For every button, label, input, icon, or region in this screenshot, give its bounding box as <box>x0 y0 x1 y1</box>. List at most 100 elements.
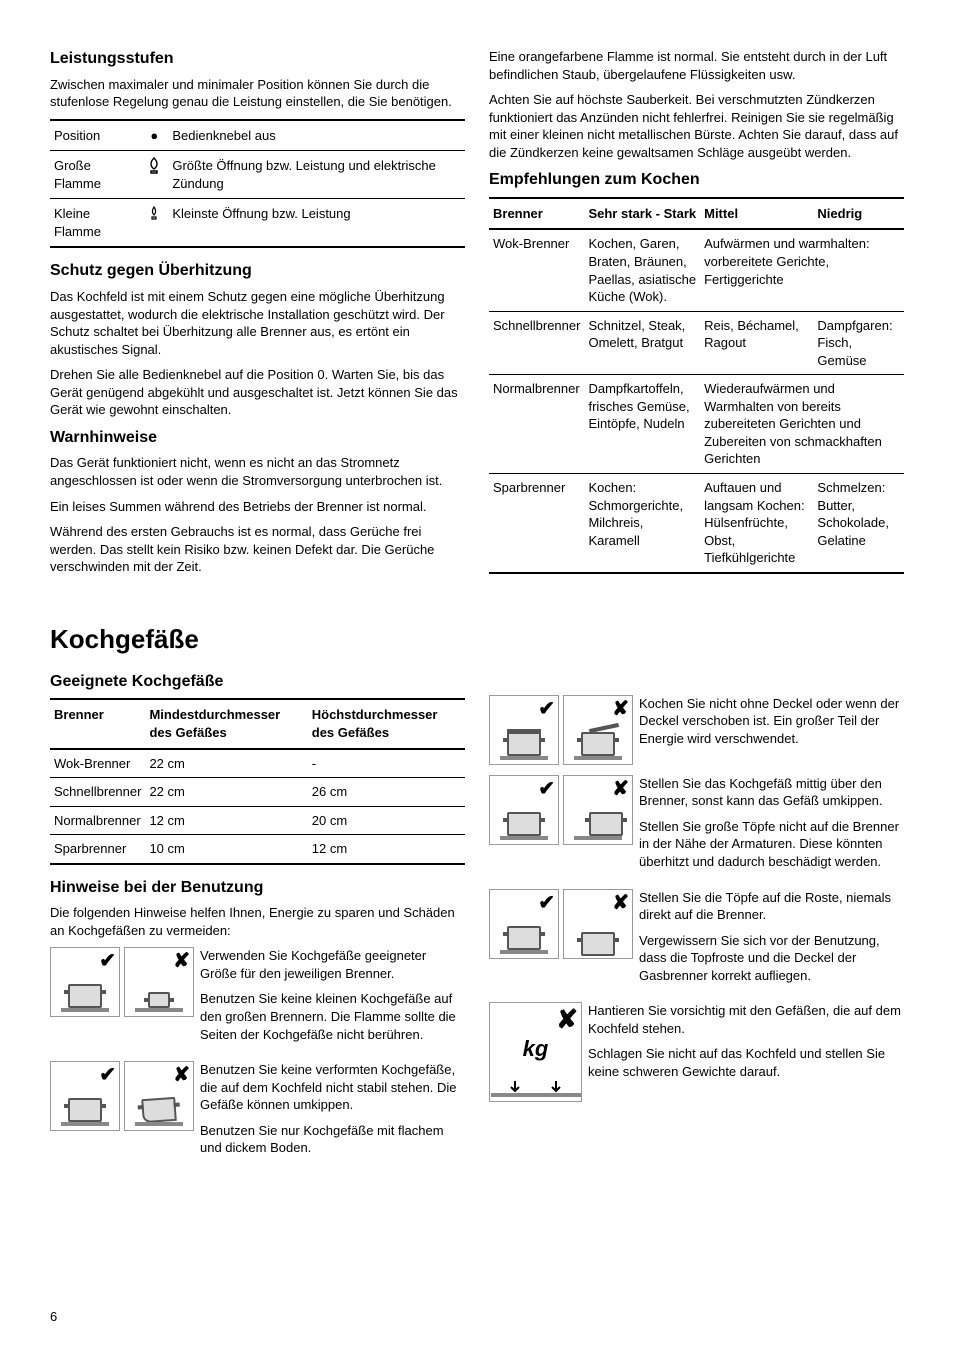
para: Das Gerät funktioniert nicht, wenn es ni… <box>50 454 465 489</box>
table-empfehlungen: Brenner Sehr stark - Stark Mittel Niedri… <box>489 197 904 574</box>
hint-text: Schlagen Sie nicht auf das Kochfeld und … <box>588 1045 904 1080</box>
hint-text: Vergewissern Sie sich vor der Benutzung,… <box>639 932 904 985</box>
kg-icon: kg <box>523 1034 549 1064</box>
table-row: Kleine Flamme Kleinste Öffnung bzw. Leis… <box>50 199 465 248</box>
cell: Wiederaufwärmen und Warmhalten von berei… <box>700 375 904 474</box>
col-header: Höchstdurchmesser des Gefäßes <box>308 699 465 748</box>
para: Während des ersten Gebrauchs ist es norm… <box>50 523 465 576</box>
check-icon: ✔ <box>99 951 116 971</box>
cell: Große Flamme <box>50 151 140 199</box>
cell: Schnitzel, Steak, Omelett, Bratgut <box>584 311 700 375</box>
check-icon: ✔ <box>99 1065 116 1085</box>
flame-big-icon <box>140 151 168 199</box>
cell: Auftauen und langsam Kochen: Hülsenfrüch… <box>700 473 813 572</box>
hint-text: Stellen Sie die Töpfe auf die Roste, nie… <box>639 889 904 924</box>
para: Eine orangefarbene Flamme ist normal. Si… <box>489 48 904 83</box>
top-section: Leistungsstufen Zwischen maximaler und m… <box>50 48 904 586</box>
check-icon: ✔ <box>538 779 555 799</box>
heading-warnhinweise: Warnhinweise <box>50 427 465 449</box>
col-header: Mindestdurchmesser des Gefäßes <box>145 699 307 748</box>
col-header: Sehr stark - Stark <box>584 198 700 230</box>
cell: Schmelzen: Butter, Schokolade, Gelatine <box>813 473 904 572</box>
table-row: Normalbrenner12 cm20 cm <box>50 806 465 835</box>
cross-icon: ✘ <box>612 779 629 799</box>
heading-geeignet: Geeignete Kochgefäße <box>50 671 465 693</box>
cross-icon: ✘ <box>556 1006 578 1032</box>
table-leistungsstufen: Position ● Bedienknebel aus Große Flamme… <box>50 119 465 249</box>
hint-item: kg ✘ Hantieren Sie vorsichtig mit den Ge… <box>489 1002 904 1102</box>
cell: Sparbrenner <box>489 473 584 572</box>
cell: Kleinste Öffnung bzw. Leistung <box>168 199 465 248</box>
hint-text: Verwenden Sie Kochgefäße geeigneter Größ… <box>200 947 465 982</box>
table-row: Wok-Brenner Kochen, Garen, Braten, Bräun… <box>489 229 904 311</box>
cell: Wok-Brenner <box>489 229 584 311</box>
col-header: Niedrig <box>813 198 904 230</box>
hint-image-no: kg ✘ <box>489 1002 582 1102</box>
flame-small-icon <box>140 199 168 248</box>
cell: Größte Öffnung bzw. Leistung und elektri… <box>168 151 465 199</box>
hint-text: Benutzen Sie keine kleinen Kochgefäße au… <box>200 990 465 1043</box>
para: Das Kochfeld ist mit einem Schutz gegen … <box>50 288 465 358</box>
table-row: Wok-Brenner22 cm- <box>50 749 465 778</box>
hint-item: ✔ ✘ Verwenden Sie Kochgefäße geeigneter … <box>50 947 465 1051</box>
hint-image-no: ✘ <box>124 947 194 1017</box>
heading-kochgefaesse: Kochgefäße <box>50 622 904 657</box>
cell: Kleine Flamme <box>50 199 140 248</box>
cross-icon: ✘ <box>173 1065 190 1085</box>
cell: Schnellbrenner <box>489 311 584 375</box>
table-header: Brenner Sehr stark - Stark Mittel Niedri… <box>489 198 904 230</box>
para: Ein leises Summen während des Betriebs d… <box>50 498 465 516</box>
col-header: Brenner <box>50 699 145 748</box>
hint-image-no: ✘ <box>563 889 633 959</box>
hint-item: ✔ ✘ Stellen Sie das Kochgefäß mittig übe… <box>489 775 904 879</box>
hint-text: Stellen Sie das Kochgefäß mittig über de… <box>639 775 904 810</box>
table-row: Schnellbrenner Schnitzel, Steak, Omelett… <box>489 311 904 375</box>
arrow-down-icon <box>508 1081 522 1095</box>
para: Zwischen maximaler und minimaler Positio… <box>50 76 465 111</box>
hint-item: ✔ ✘ Stellen Sie die Töpfe auf die Roste,… <box>489 889 904 993</box>
col-header: Brenner <box>489 198 584 230</box>
para: Achten Sie auf höchste Sauberkeit. Bei v… <box>489 91 904 161</box>
hint-text: Benutzen Sie nur Kochgefäße mit flachem … <box>200 1122 465 1157</box>
arrow-down-icon <box>549 1081 563 1095</box>
hint-image-ok: ✔ <box>50 1061 120 1131</box>
cell: Position <box>50 120 140 151</box>
hint-item: ✔ ✘ Benutzen Sie keine verformten Kochge… <box>50 1061 465 1165</box>
hint-image-no: ✘ <box>563 695 633 765</box>
cross-icon: ✘ <box>612 893 629 913</box>
heading-leistungsstufen: Leistungsstufen <box>50 48 465 70</box>
left-column: Leistungsstufen Zwischen maximaler und m… <box>50 48 465 586</box>
para: Drehen Sie alle Bedienknebel auf die Pos… <box>50 366 465 419</box>
hint-image-ok: ✔ <box>50 947 120 1017</box>
hint-image-ok: ✔ <box>489 695 559 765</box>
table-row: Sparbrenner10 cm12 cm <box>50 835 465 864</box>
hint-text: Benutzen Sie keine verformten Kochgefäße… <box>200 1061 465 1114</box>
cell: Aufwärmen und warmhalten: vorbereitete G… <box>700 229 904 311</box>
cell: Kochen, Garen, Braten, Bräunen, Paellas,… <box>584 229 700 311</box>
kochgefaesse-right: ✔ ✘ Kochen Sie nicht ohne Deckel oder we… <box>489 671 904 1175</box>
table-row: Normalbrenner Dampfkartoffeln, frisches … <box>489 375 904 474</box>
table-row: Große Flamme Größte Öffnung bzw. Leistun… <box>50 151 465 199</box>
cell: Reis, Béchamel, Ragout <box>700 311 813 375</box>
hint-image-no: ✘ <box>124 1061 194 1131</box>
heading-hinweise: Hinweise bei der Benutzung <box>50 877 465 899</box>
table-header: Brenner Mindestdurchmesser des Gefäßes H… <box>50 699 465 748</box>
hint-text: Kochen Sie nicht ohne Deckel oder wenn d… <box>639 695 904 748</box>
cell: Normalbrenner <box>489 375 584 474</box>
right-column: Eine orangefarbene Flamme ist normal. Si… <box>489 48 904 586</box>
table-row: Position ● Bedienknebel aus <box>50 120 465 151</box>
hint-image-ok: ✔ <box>489 889 559 959</box>
col-header: Mittel <box>700 198 813 230</box>
check-icon: ✔ <box>538 893 555 913</box>
heading-empfehlungen: Empfehlungen zum Kochen <box>489 169 904 191</box>
hint-item: ✔ ✘ Kochen Sie nicht ohne Deckel oder we… <box>489 695 904 765</box>
table-geeignet: Brenner Mindestdurchmesser des Gefäßes H… <box>50 698 465 864</box>
dot-icon: ● <box>140 120 168 151</box>
table-row: Sparbrenner Kochen: Schmorgerichte, Milc… <box>489 473 904 572</box>
kochgefaesse-left: Geeignete Kochgefäße Brenner Mindestdurc… <box>50 671 465 1175</box>
table-row: Schnellbrenner22 cm26 cm <box>50 778 465 807</box>
hint-text: Stellen Sie große Töpfe nicht auf die Br… <box>639 818 904 871</box>
para: Die folgenden Hinweise helfen Ihnen, Ene… <box>50 904 465 939</box>
cross-icon: ✘ <box>612 699 629 719</box>
hint-text: Hantieren Sie vorsichtig mit den Gefäßen… <box>588 1002 904 1037</box>
